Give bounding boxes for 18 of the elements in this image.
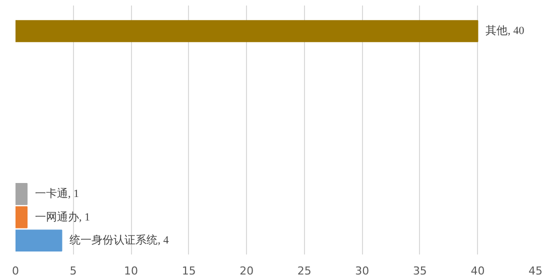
x-tick-label: 25 <box>297 264 312 278</box>
x-tick-label: 10 <box>124 264 138 278</box>
x-tick-label: 5 <box>70 264 77 278</box>
bar <box>16 20 478 42</box>
x-tick-label: 15 <box>182 264 196 278</box>
bar <box>16 206 28 228</box>
x-tick-label: 40 <box>470 264 485 278</box>
bar <box>16 230 62 252</box>
x-tick-label: 45 <box>528 264 542 278</box>
data-label: 一网通办, 1 <box>35 210 90 224</box>
bar <box>16 183 28 205</box>
data-label: 其他, 40 <box>486 24 525 38</box>
x-tick-label: 30 <box>355 264 370 278</box>
x-tick-label: 0 <box>12 264 19 278</box>
data-label: 统一身份认证系统, 4 <box>70 234 170 247</box>
x-tick-label: 20 <box>240 264 254 278</box>
x-tick-label: 35 <box>412 264 427 278</box>
data-label: 一卡通, 1 <box>35 186 80 200</box>
